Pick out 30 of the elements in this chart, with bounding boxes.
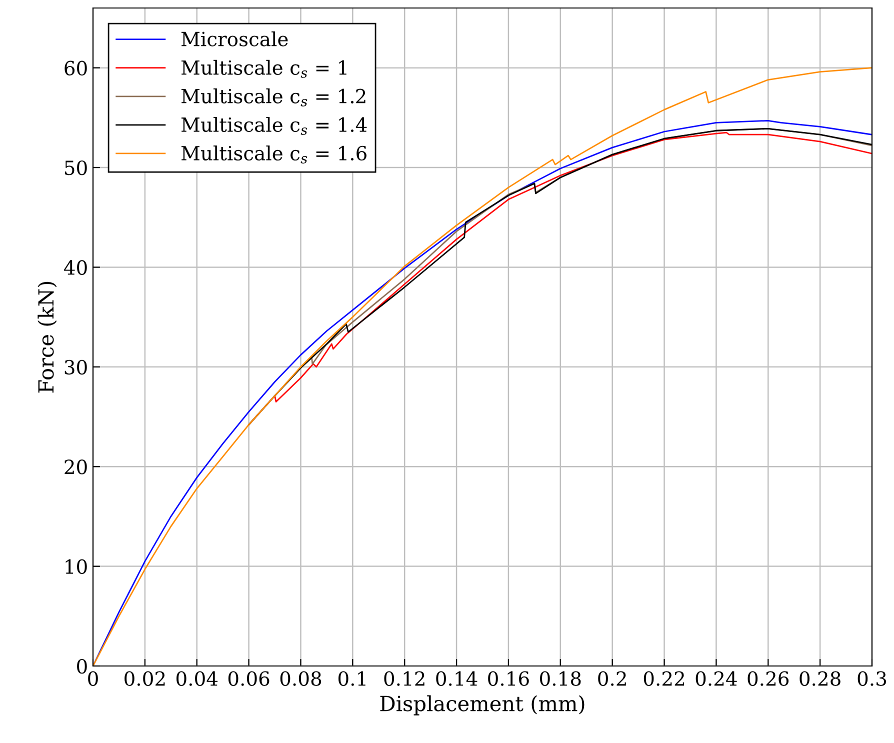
y-tick-label: 50 xyxy=(65,160,87,176)
x-tick-label: 0.02 xyxy=(124,671,165,686)
y-tick-label: 20 xyxy=(64,460,87,474)
y-tick-label: 40 xyxy=(64,260,87,275)
legend-label: Multiscale c$_{s}$ = 1.2 xyxy=(181,88,366,106)
y-axis-title: Force (kN) xyxy=(38,282,57,393)
legend-label: Multiscale c$_{s}$ = 1.6 xyxy=(181,145,366,164)
y-tick-label: 60 xyxy=(64,60,87,76)
x-tick-label: 0.18 xyxy=(540,671,581,686)
legend-label: Multiscale c$_{s}$ = 1 xyxy=(181,60,346,78)
y-tick-label: 30 xyxy=(64,360,87,375)
x-tick-label: 0.16 xyxy=(488,671,529,686)
x-tick-label: 0.26 xyxy=(748,671,789,686)
y-tick-label: 10 xyxy=(66,559,87,574)
y-tick-label: 0 xyxy=(77,658,87,674)
x-tick-label: 0.24 xyxy=(696,671,737,686)
x-tick-label: 0.3 xyxy=(858,671,886,686)
legend-label: Microscale xyxy=(181,31,288,46)
x-tick-label: 0.22 xyxy=(644,671,684,686)
x-tick-label: 0.28 xyxy=(800,671,840,686)
x-tick-label: 0.14 xyxy=(436,671,478,686)
x-tick-label: 0.08 xyxy=(280,671,322,686)
x-tick-label: 0.1 xyxy=(338,671,366,686)
x-tick-label: 0.12 xyxy=(384,671,424,686)
x-tick-label: 0 xyxy=(88,671,98,686)
x-tick-label: 0.06 xyxy=(228,671,270,686)
x-tick-label: 0.2 xyxy=(598,671,626,686)
x-tick-label: 0.04 xyxy=(176,671,218,686)
x-axis-title: Displacement (mm) xyxy=(380,695,584,716)
legend-label: Multiscale c$_{s}$ = 1.4 xyxy=(181,116,367,135)
